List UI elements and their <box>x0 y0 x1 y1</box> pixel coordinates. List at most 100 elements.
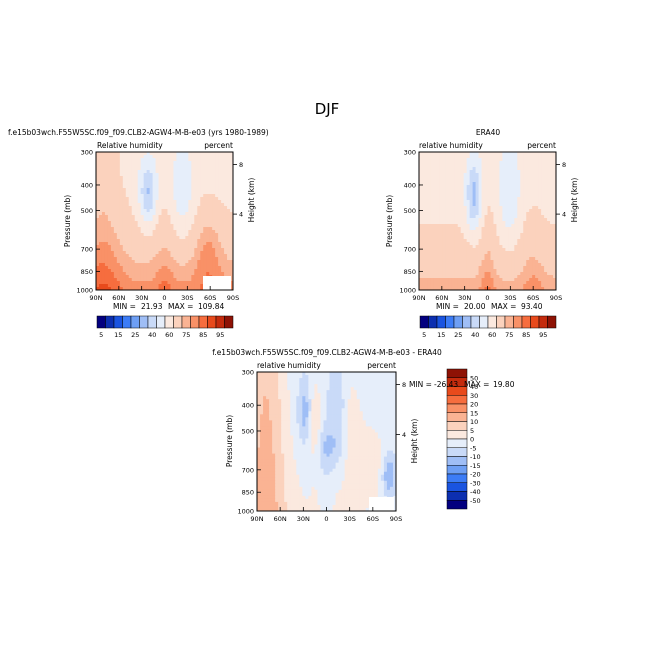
field-cell <box>227 173 231 177</box>
field-cell <box>490 206 494 210</box>
field-cell <box>445 218 450 222</box>
field-cell <box>496 203 500 207</box>
field-cell <box>128 158 133 162</box>
field-cell <box>149 221 153 225</box>
field-cell <box>134 272 139 276</box>
field-cell <box>448 176 453 180</box>
field-cell <box>212 155 216 159</box>
field-cell <box>472 182 476 186</box>
field-cell <box>182 218 186 222</box>
field-cell <box>185 182 189 186</box>
field-cell <box>505 251 509 255</box>
field-cell <box>137 266 142 270</box>
field-cell <box>149 155 153 159</box>
field-cell <box>224 233 228 237</box>
field-cell <box>484 191 488 195</box>
field-cell <box>442 170 447 174</box>
field-cell <box>116 227 121 231</box>
field-cell <box>329 372 333 376</box>
field-cell <box>164 197 168 201</box>
field-cell <box>478 209 482 213</box>
field-cell <box>305 372 309 376</box>
field-cell <box>529 230 533 234</box>
field-cell <box>137 230 142 234</box>
field-cell <box>454 194 459 198</box>
field-cell <box>368 375 373 379</box>
field-cell <box>122 218 127 222</box>
field-cell <box>137 161 142 165</box>
field-cell <box>383 387 388 391</box>
field-cell <box>164 251 168 255</box>
field-cell <box>520 239 524 243</box>
field-cell <box>275 393 279 397</box>
field-cell <box>478 164 482 168</box>
field-cell <box>101 233 106 237</box>
field-cell <box>469 266 474 270</box>
field-cell <box>218 221 222 225</box>
field-cell <box>389 399 394 403</box>
field-cell <box>520 287 524 291</box>
field-cell <box>170 281 174 285</box>
field-cell <box>96 254 100 258</box>
field-cell <box>140 188 145 192</box>
field-cell <box>200 191 204 195</box>
field-cell <box>427 227 432 231</box>
field-cell <box>481 203 485 207</box>
field-cell <box>170 269 174 273</box>
field-cell <box>511 275 515 279</box>
field-cell <box>266 399 270 403</box>
field-cell <box>275 408 279 412</box>
field-cell <box>374 378 379 382</box>
field-cell <box>529 203 533 207</box>
era40-min-value: 20.00 <box>464 302 486 311</box>
field-cell <box>191 248 195 252</box>
field-cell <box>146 275 151 279</box>
field-cell <box>275 390 279 394</box>
field-cell <box>439 245 444 249</box>
field-cell <box>478 197 482 201</box>
field-cell <box>188 269 192 273</box>
field-cell <box>493 242 497 246</box>
field-cell <box>206 260 210 264</box>
field-cell <box>221 248 225 252</box>
field-cell <box>511 221 515 225</box>
field-cell <box>526 254 530 258</box>
field-cell <box>134 182 139 186</box>
field-cell <box>329 408 333 412</box>
field-cell <box>514 278 518 282</box>
field-cell <box>532 239 536 243</box>
field-cell <box>104 245 109 249</box>
field-cell <box>442 182 447 186</box>
field-cell <box>107 152 112 156</box>
field-cell <box>137 206 142 210</box>
field-cell <box>374 381 379 385</box>
field-cell <box>110 242 115 246</box>
field-cell <box>176 254 180 258</box>
field-cell <box>478 179 482 183</box>
field-cell <box>460 206 465 210</box>
field-cell <box>383 393 388 397</box>
field-cell <box>96 242 100 246</box>
field-cell <box>475 176 479 180</box>
field-cell <box>122 230 127 234</box>
field-cell <box>164 209 168 213</box>
field-cell <box>508 230 512 234</box>
field-cell <box>332 396 336 400</box>
field-cell <box>421 254 426 258</box>
field-cell <box>550 224 554 228</box>
field-cell <box>221 215 225 219</box>
field-cell <box>460 266 465 270</box>
field-cell <box>188 284 192 288</box>
field-cell <box>451 161 456 165</box>
field-cell <box>221 194 225 198</box>
field-cell <box>131 245 136 249</box>
field-cell <box>475 248 479 252</box>
field-cell <box>526 263 530 267</box>
field-cell <box>547 182 551 186</box>
field-cell <box>493 254 497 258</box>
field-cell <box>463 230 468 234</box>
field-cell <box>445 263 450 267</box>
field-cell <box>131 215 136 219</box>
field-cell <box>299 390 303 394</box>
field-cell <box>547 221 551 225</box>
